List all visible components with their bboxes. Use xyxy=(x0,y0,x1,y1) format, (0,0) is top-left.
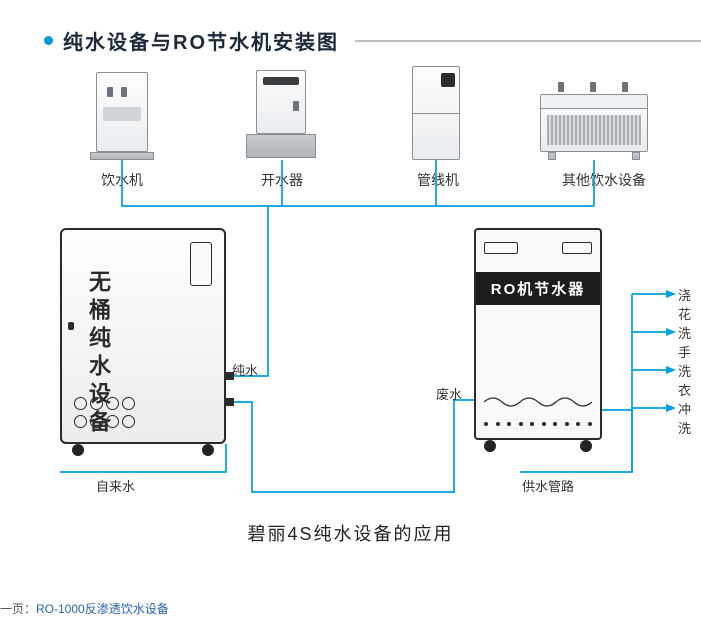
title-divider xyxy=(355,40,701,42)
output-label-flush: 冲洗 xyxy=(678,399,700,437)
device-pipeline-machine xyxy=(412,66,460,160)
main-purifier-unit: 无桶纯水设备 xyxy=(60,228,226,444)
device-water-boiler xyxy=(256,70,306,134)
device-label-pipeline: 管线机 xyxy=(388,170,488,190)
label-waste-water: 废水 xyxy=(436,384,462,403)
control-panel-icon xyxy=(190,242,212,286)
prev-page-prefix: 一页： xyxy=(0,602,36,616)
diagram-caption: 碧丽4S纯水设备的应用 xyxy=(0,520,701,546)
wave-icon xyxy=(484,394,596,410)
prev-page-link-text: RO-1000反渗透饮水设备 xyxy=(36,602,169,616)
device-water-dispenser xyxy=(96,72,148,152)
page-title: 纯水设备与RO节水机安装图 xyxy=(63,26,339,55)
output-arrow-flush xyxy=(632,404,676,412)
output-arrow-laundry xyxy=(632,366,676,374)
ro-saver-unit: RO机节水器 xyxy=(474,228,602,440)
brand-logo-icon xyxy=(484,242,518,254)
ro-unit-label: RO机节水器 xyxy=(476,272,600,305)
label-pure-water: 纯水 xyxy=(232,360,258,379)
display-icon xyxy=(562,242,592,254)
main-unit-vertical-label: 无桶纯水设备 xyxy=(82,270,114,438)
output-arrow-handwash xyxy=(632,328,676,336)
output-label-watering: 浇花 xyxy=(678,285,700,323)
device-label-dispenser: 饮水机 xyxy=(72,170,172,190)
title-bullet-icon xyxy=(44,36,53,45)
device-label-boiler: 开水器 xyxy=(232,170,332,190)
output-label-laundry: 洗衣 xyxy=(678,361,700,399)
label-tap-water: 自来水 xyxy=(96,476,135,495)
device-label-other: 其他饮水设备 xyxy=(544,170,664,190)
device-other xyxy=(540,94,648,152)
label-supply-pipe: 供水管路 xyxy=(522,476,574,495)
output-arrow-watering xyxy=(632,290,676,298)
title-row: 纯水设备与RO节水机安装图 xyxy=(44,26,701,55)
output-label-handwash: 洗手 xyxy=(678,323,700,361)
prev-page-link[interactable]: 一页：RO-1000反渗透饮水设备 xyxy=(0,600,169,617)
